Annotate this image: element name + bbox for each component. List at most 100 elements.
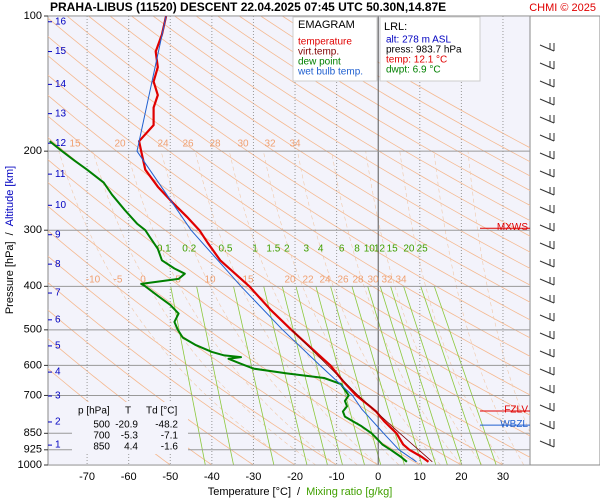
x-tick-label: -40: [204, 471, 220, 483]
wind-barb: [539, 277, 555, 286]
x-tick-label: 20: [455, 471, 467, 483]
altitude-label: 9: [55, 229, 61, 240]
adiabat-label: 28: [209, 139, 221, 150]
profile-line: [49, 140, 408, 463]
mixing-ratio-line: [196, 286, 234, 465]
mixing-ratio-label: 25: [417, 243, 429, 254]
y-tick-label: 300: [24, 224, 42, 236]
mixing-ratio-line: [367, 286, 423, 465]
dry-adiabat: [48, 36, 530, 357]
mixing-ratio-label: 20: [403, 243, 415, 254]
x-tick-label: -50: [162, 471, 178, 483]
wind-barb: [539, 115, 555, 124]
x-tick-label: -30: [245, 471, 261, 483]
mixing-ratio-label: 1.5: [266, 243, 280, 254]
lrl-line: temp: 12.1 °C: [386, 55, 447, 66]
legend-box: [292, 16, 378, 82]
altitude-label: 3: [55, 391, 61, 402]
wind-barb: [539, 133, 555, 142]
y-axis-title: Pressure [hPa] / Altitude [km]: [4, 166, 16, 314]
mixing-ratio-line: [379, 286, 437, 465]
y-label2: Altitude [km]: [4, 166, 16, 227]
table-cell: 4.4: [124, 442, 138, 453]
y-tick-label: 700: [24, 389, 42, 401]
adiabat-label: 32: [264, 139, 276, 150]
lrl-line: dwpt: 6.9 °C: [386, 65, 441, 76]
table-cell: 500: [93, 420, 110, 431]
adiabat-label: 10: [204, 275, 216, 286]
mixing-ratio-label: 0.2: [182, 243, 196, 254]
table-header: p [hPa]: [78, 406, 110, 417]
profile-line: [138, 16, 430, 463]
wind-barb: [539, 349, 555, 358]
altitude-label: 6: [55, 314, 61, 325]
table-box: [72, 402, 188, 454]
lrl-line: press: 983.7 hPa: [386, 45, 462, 56]
dry-adiabat: [48, 55, 530, 376]
mixing-ratio-label: 0.5: [219, 243, 233, 254]
adiabat-label: 20: [284, 275, 296, 286]
table-cell: -48.2: [155, 420, 178, 431]
table-cell: -20.9: [115, 420, 138, 431]
dry-adiabat: [217, 16, 530, 206]
legend-entry: virt.temp.: [298, 47, 339, 58]
table-cell: -5.3: [121, 431, 139, 442]
altitude-label: 14: [55, 79, 67, 90]
table-cell: 700: [93, 431, 110, 442]
lrl-title: LRL:: [384, 21, 407, 33]
x-label-sep: /: [297, 486, 301, 498]
adiabat-label: 0: [140, 275, 146, 286]
x-tick-label: -20: [287, 471, 303, 483]
y-tick-label: 850: [24, 427, 42, 439]
wind-barb: [539, 331, 555, 340]
altitude-label: 7: [55, 288, 61, 299]
mixing-ratio-label: 10: [364, 243, 376, 254]
mixing-ratio-line: [263, 286, 308, 465]
altitude-label: 8: [55, 259, 61, 270]
adiabat-label: 24: [319, 275, 331, 286]
moist-adiabat: [433, 151, 525, 465]
y-tick-label: 1000: [18, 459, 42, 471]
foreground: -70 -60 -50 -40 -30 -20 -10 0 10 20 30100200300400…: [18, 10, 555, 483]
y-tick-label: 600: [24, 359, 42, 371]
y-tick-label: 925: [24, 444, 42, 456]
adiabat-label: 22: [302, 275, 314, 286]
dry-adiabat: [174, 16, 530, 237]
y-tick-label: 400: [24, 280, 42, 292]
dry-adiabat: [48, 17, 530, 339]
mixing-ratio-line: [233, 286, 275, 465]
level-label: MXWS: [497, 222, 528, 233]
dry-adiabat: [152, 16, 530, 253]
adiabat-label: 5: [175, 275, 181, 286]
x-label2: Mixing ratio [g/kg]: [306, 486, 392, 498]
moist-adiabat: [229, 151, 400, 465]
dry-adiabat: [66, 16, 530, 321]
mixing-ratio-label: 2: [284, 243, 290, 254]
wind-barb: [539, 169, 555, 178]
mixing-ratio-label: 4: [318, 243, 324, 254]
table-cell: -7.1: [161, 431, 179, 442]
altitude-label: 4: [55, 367, 61, 378]
dry-adiabat: [109, 16, 530, 286]
legend-entry: dew point: [298, 57, 341, 68]
dry-adiabat: [131, 16, 530, 269]
wind-barb: [539, 385, 555, 394]
y-tick-label: 500: [24, 324, 42, 336]
level-label: FZLV: [504, 405, 528, 416]
mixing-ratio-label: 3: [304, 243, 310, 254]
y-tick-label: 100: [24, 10, 42, 22]
altitude-label: 10: [55, 200, 67, 211]
y-label: Pressure [hPa]: [4, 241, 16, 314]
dry-adiabat: [195, 16, 530, 222]
y-tick-label: 200: [24, 145, 42, 157]
dry-adiabat: [48, 74, 530, 396]
altitude-label: 1: [55, 440, 61, 451]
wind-barb: [539, 205, 555, 214]
wind-barb: [539, 61, 555, 70]
adiabat-label: 34: [395, 275, 407, 286]
mixing-ratio-line: [420, 286, 482, 465]
dry-adiabat: [88, 16, 530, 303]
mixing-ratio-label: 15: [387, 243, 399, 254]
wind-barb: [539, 421, 555, 430]
